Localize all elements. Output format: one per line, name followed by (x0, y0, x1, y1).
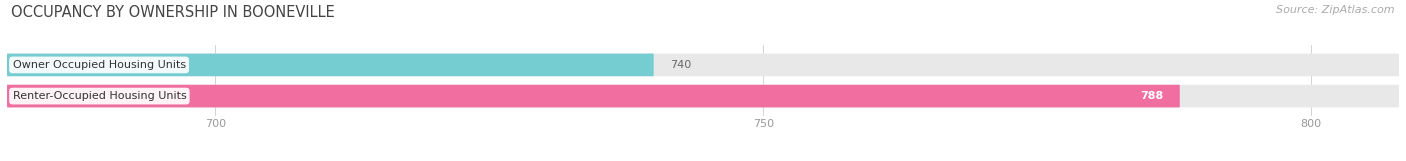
Text: 788: 788 (1140, 91, 1163, 101)
FancyBboxPatch shape (7, 85, 1180, 107)
Text: Source: ZipAtlas.com: Source: ZipAtlas.com (1277, 5, 1395, 15)
Text: Owner Occupied Housing Units: Owner Occupied Housing Units (13, 60, 186, 70)
FancyBboxPatch shape (7, 85, 1399, 107)
FancyBboxPatch shape (7, 54, 1399, 76)
Text: Renter-Occupied Housing Units: Renter-Occupied Housing Units (13, 91, 186, 101)
Text: OCCUPANCY BY OWNERSHIP IN BOONEVILLE: OCCUPANCY BY OWNERSHIP IN BOONEVILLE (11, 5, 335, 20)
FancyBboxPatch shape (7, 54, 654, 76)
Text: 740: 740 (671, 60, 692, 70)
